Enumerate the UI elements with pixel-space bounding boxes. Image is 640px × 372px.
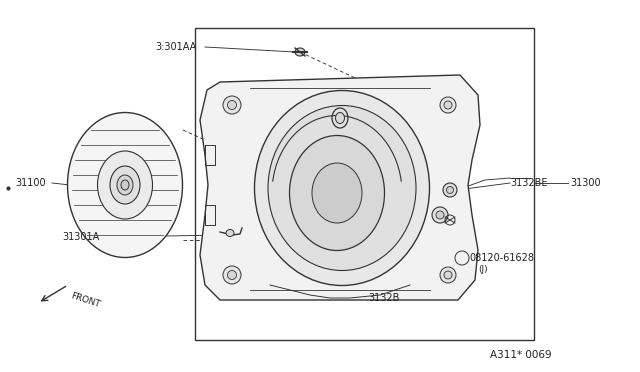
Text: 31300: 31300 — [570, 178, 600, 188]
Ellipse shape — [223, 266, 241, 284]
Ellipse shape — [268, 106, 416, 270]
Text: A311* 0069: A311* 0069 — [490, 350, 552, 360]
Ellipse shape — [440, 97, 456, 113]
Text: (J): (J) — [478, 266, 488, 275]
Text: 3132B: 3132B — [368, 293, 399, 303]
Ellipse shape — [289, 135, 385, 250]
Text: 31100: 31100 — [15, 178, 45, 188]
Circle shape — [436, 211, 444, 219]
Text: 30342P: 30342P — [315, 105, 352, 115]
Ellipse shape — [227, 270, 237, 279]
Ellipse shape — [444, 271, 452, 279]
Polygon shape — [200, 75, 480, 300]
Ellipse shape — [443, 183, 457, 197]
Ellipse shape — [447, 186, 454, 193]
Ellipse shape — [223, 96, 241, 114]
Ellipse shape — [440, 267, 456, 283]
Ellipse shape — [67, 112, 182, 257]
Ellipse shape — [97, 151, 152, 219]
Ellipse shape — [295, 48, 305, 56]
Bar — [195, 28, 534, 340]
Ellipse shape — [121, 180, 129, 190]
Ellipse shape — [335, 112, 344, 124]
Ellipse shape — [110, 166, 140, 204]
Text: 3:301AA: 3:301AA — [155, 42, 196, 52]
Text: FRONT: FRONT — [70, 291, 102, 309]
Ellipse shape — [255, 90, 429, 285]
Ellipse shape — [444, 101, 452, 109]
Ellipse shape — [227, 100, 237, 109]
Ellipse shape — [312, 163, 362, 223]
Text: 3132BE: 3132BE — [510, 178, 547, 188]
Ellipse shape — [117, 175, 133, 195]
Text: 08120-61628: 08120-61628 — [469, 253, 534, 263]
Text: 31301A: 31301A — [62, 232, 99, 242]
Ellipse shape — [226, 230, 234, 237]
Circle shape — [432, 207, 448, 223]
